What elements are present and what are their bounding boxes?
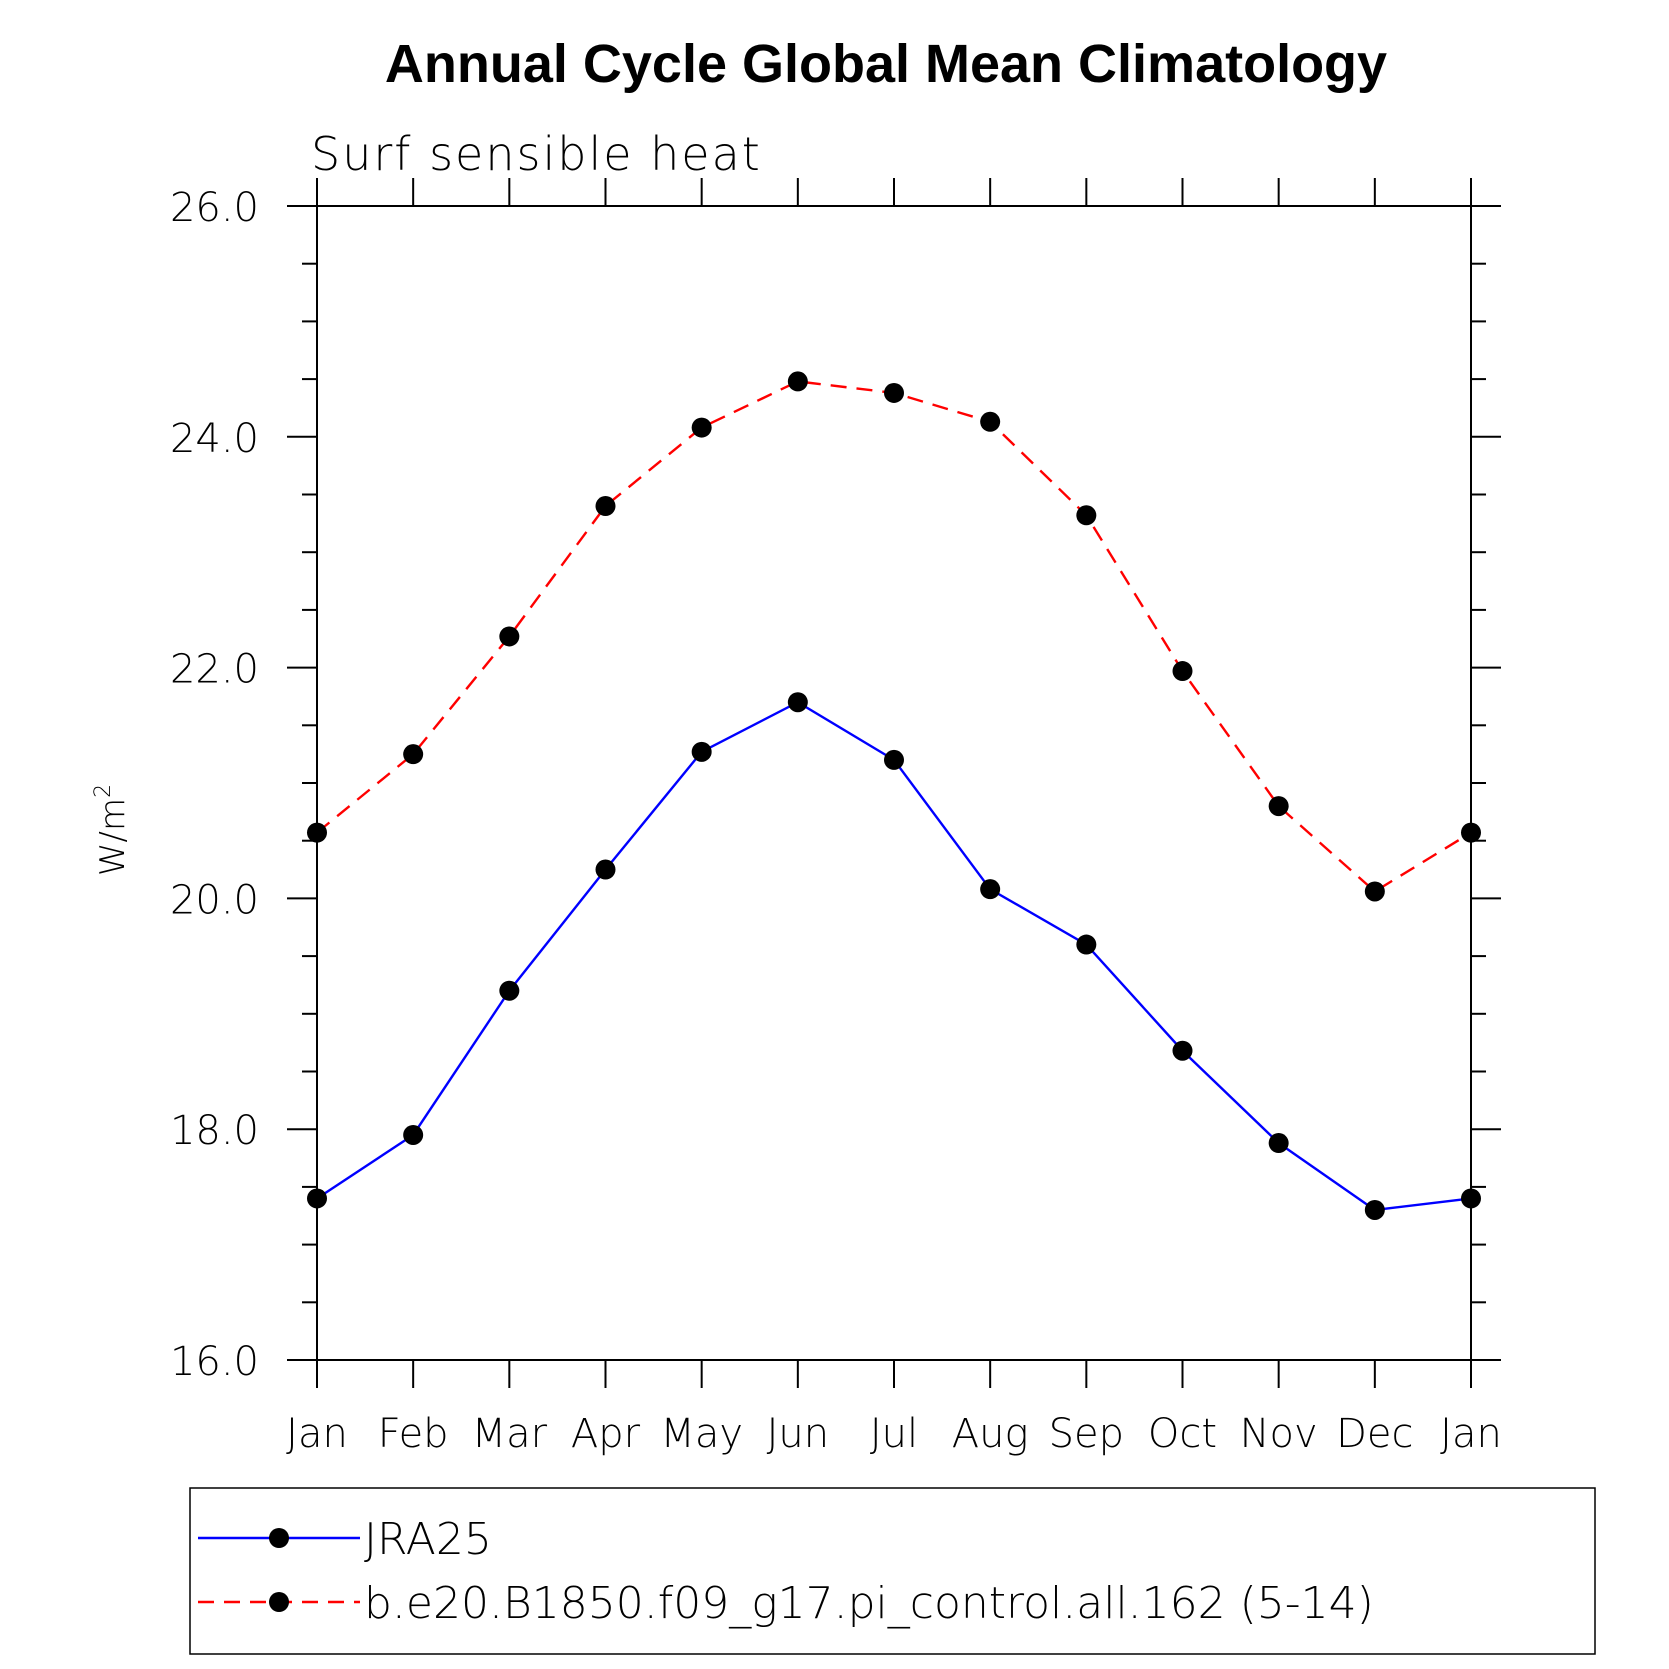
x-tick-label: Dec [1336,1411,1413,1457]
data-point [595,496,616,517]
data-point [595,859,616,880]
series-line-2 [316,380,1472,893]
data-point [980,411,1001,432]
x-tick-label: Feb [378,1411,449,1457]
data-point [1172,661,1193,682]
x-tick-label: Sep [1049,1411,1124,1457]
legend-box [189,1487,1596,1655]
data-point [1076,505,1097,526]
chart-subtitle: Surf sensible heat [311,127,762,181]
y-axis-label-text: W/m [93,798,133,876]
data-point [1268,796,1289,817]
svg-text:W/m2: W/m2 [91,784,133,876]
x-tick-label: Apr [571,1411,641,1457]
data-point [403,1124,424,1145]
legend: JRA25 b.e20.B1850.f09_g17.pi_control.all.… [198,1514,1374,1629]
y-tick-label: 26.0 [170,185,259,231]
legend-label-1: JRA25 [364,1514,492,1565]
data-point [499,626,520,647]
y-axis-label-superscript: 2 [91,784,116,798]
data-point [884,382,904,403]
legend-label-2: b.e20.B1850.f09_g17.pi_control.all.162 (… [364,1578,1374,1629]
x-tick-label: Jan [1440,1411,1502,1457]
plot-frame [316,205,1472,1361]
x-tick-label: Jul [870,1411,918,1457]
data-point [691,417,712,438]
axes: 16.0 18.0 20.0 22.0 24.0 26.0 Jan Feb Mar Apr May J… [170,178,1502,1457]
data-point [1364,881,1385,902]
y-tick-label: 22.0 [170,647,259,693]
data-point [1461,1188,1481,1209]
data-point [1364,1199,1385,1220]
y-tick-label: 16.0 [170,1339,259,1385]
data-point [980,879,1001,900]
data-point [1172,1040,1193,1061]
x-tick-label: Mar [472,1411,548,1457]
data-point [787,371,808,392]
y-tick-label: 18.0 [170,1108,259,1154]
data-point [499,980,520,1001]
data-point [403,744,424,765]
x-tick-label: Nov [1240,1411,1318,1457]
series-layer [307,371,1481,1220]
data-point [884,749,904,770]
x-tick-label: May [660,1411,743,1457]
data-point [1461,822,1481,843]
data-point [307,1188,327,1209]
legend-marker-2 [269,1592,289,1612]
x-tick-label: Jan [286,1411,348,1457]
chart-title: Annual Cycle Global Mean Climatology [385,34,1387,94]
x-tick-label: Aug [952,1411,1029,1457]
y-tick-label: 24.0 [170,416,259,462]
data-point [787,692,808,713]
y-tick-label: 20.0 [170,877,259,923]
y-axis-label: W/m2 [91,784,133,876]
data-point [1076,934,1097,955]
x-tick-label: Jun [767,1411,830,1457]
data-point [1268,1133,1289,1154]
x-tick-label: Oct [1148,1411,1217,1457]
data-point [307,822,327,843]
data-point [691,741,712,762]
series-line-1 [316,700,1472,1212]
legend-marker-1 [269,1528,289,1548]
